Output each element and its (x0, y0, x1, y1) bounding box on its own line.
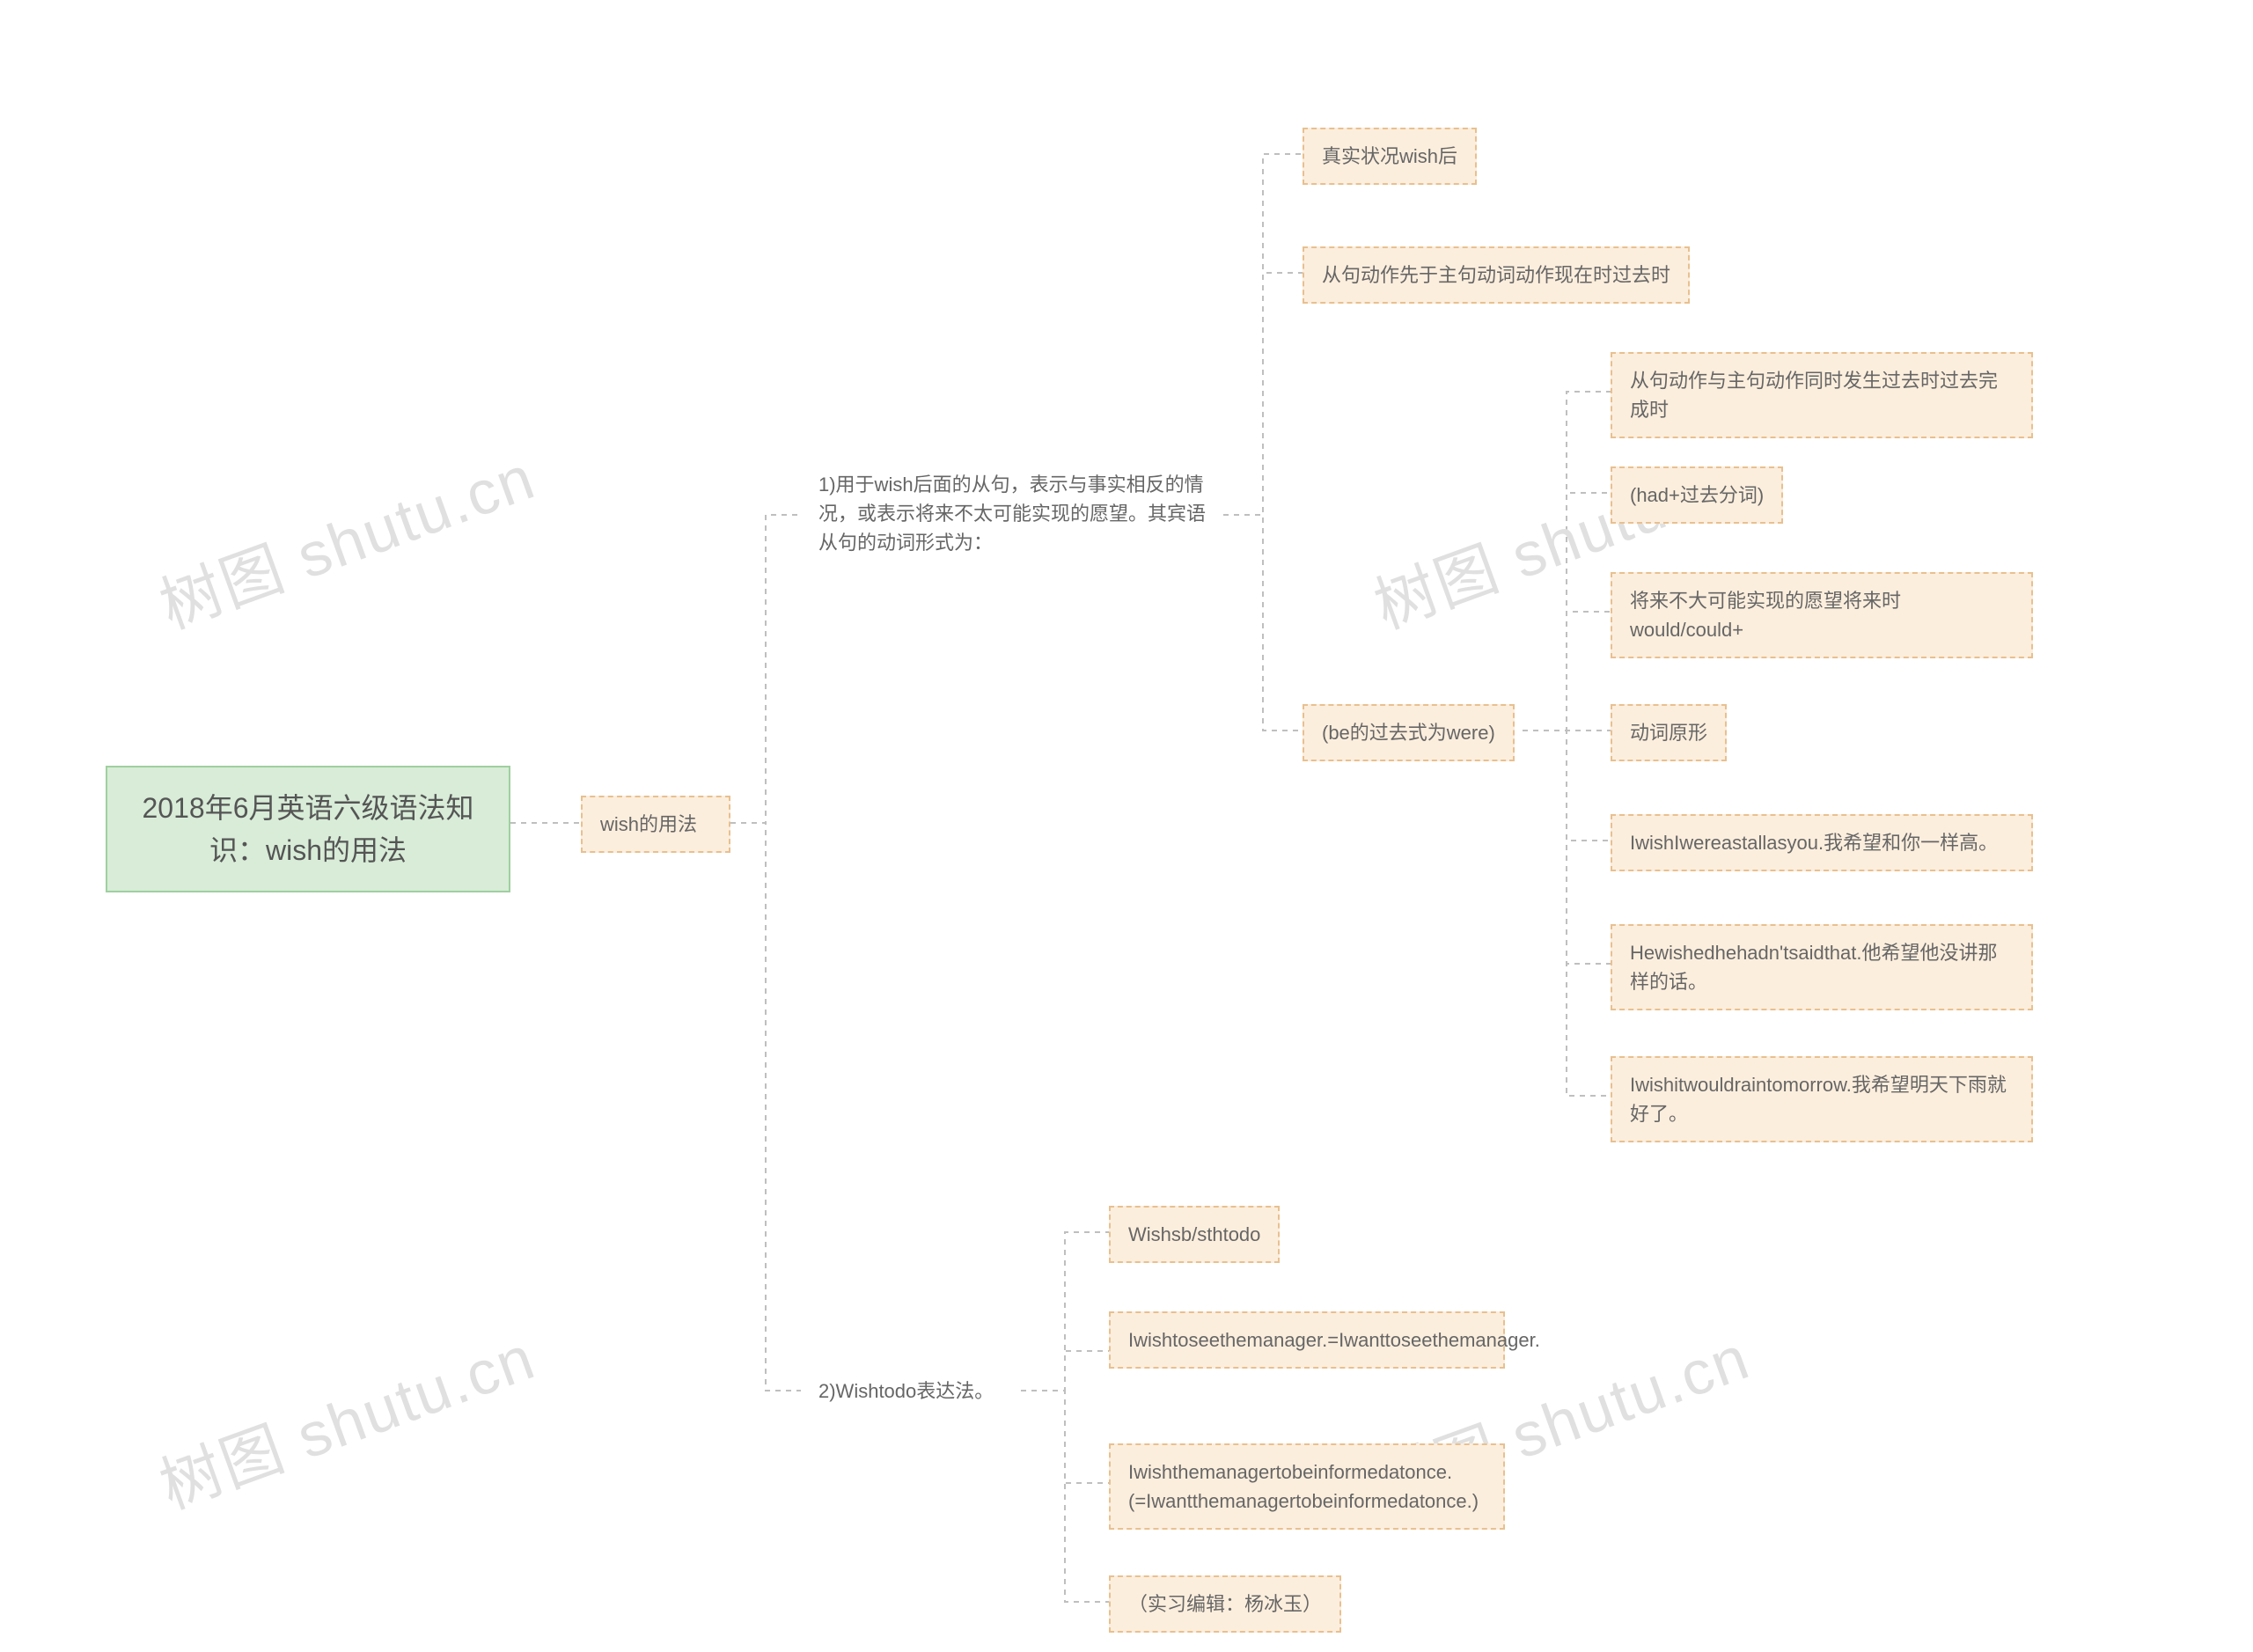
be-child-4: IwishIwereastallasyou.我希望和你一样高。 (1611, 814, 2033, 871)
be-child-6: Iwishitwouldraintomorrow.我希望明天下雨就好了。 (1611, 1056, 2033, 1142)
branch2-child-3: （实习编辑：杨冰玉） (1109, 1575, 1341, 1633)
branch1-child-2: (be的过去式为were) (1303, 704, 1515, 761)
level1-node: wish的用法 (581, 796, 730, 853)
be-child-3: 动词原形 (1611, 704, 1727, 761)
be-child-1: (had+过去分词) (1611, 466, 1783, 524)
branch1-child-1: 从句动作先于主句动词动作现在时过去时 (1303, 246, 1690, 304)
branch2-child-0: Wishsb/sthtodo (1109, 1206, 1280, 1263)
branch1-node: 1)用于wish后面的从句，表示与事实相反的情况，或表示将来不太可能实现的愿望。… (801, 458, 1223, 569)
watermark: 树图 shutu.cn (146, 1309, 546, 1526)
branch2-child-1: Iwishtoseethemanager.=Iwanttoseethemanag… (1109, 1311, 1505, 1369)
root-node: 2018年6月英语六级语法知识：wish的用法 (106, 766, 510, 892)
watermark: 树图 shutu.cn (146, 429, 546, 646)
be-child-2: 将来不大可能实现的愿望将来时would/could+ (1611, 572, 2033, 658)
branch1-child-0: 真实状况wish后 (1303, 128, 1477, 185)
branch2-node: 2)Wishtodo表达法。 (801, 1364, 1011, 1418)
be-child-5: Hewishedhehadn'tsaidthat.他希望他没讲那样的话。 (1611, 924, 2033, 1010)
branch2-child-2: Iwishthemanagertobeinformedatonce.(=Iwan… (1109, 1443, 1505, 1530)
be-child-0: 从句动作与主句动作同时发生过去时过去完成时 (1611, 352, 2033, 438)
